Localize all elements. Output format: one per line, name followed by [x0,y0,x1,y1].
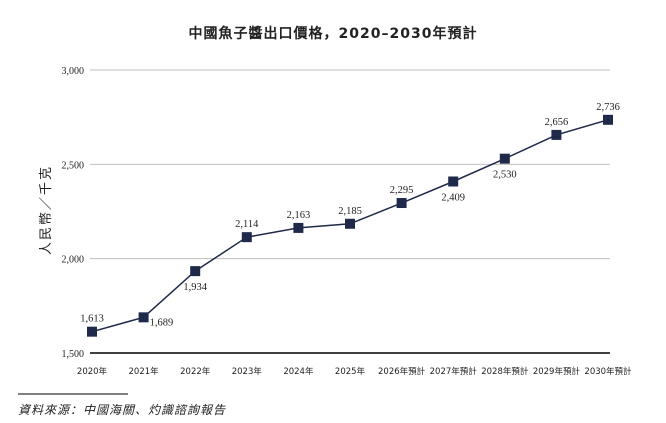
data-label: 2,295 [390,185,414,196]
gridlines [90,69,610,260]
x-tick-label: 2026年預計 [378,366,426,377]
y-axis-label: 人民幣／千克 [39,165,54,255]
data-point [551,129,562,140]
y-tick-label: 2,000 [62,255,85,266]
data-point [345,218,355,229]
x-tick-label: 2020年 [77,366,108,377]
data-point [499,153,510,164]
data-point [603,114,613,125]
x-tick-label: 2027年預計 [430,366,478,377]
data-point [241,232,252,243]
data-point [396,198,407,209]
data-point [87,326,97,337]
y-tick-label: 2,500 [62,160,85,171]
x-tick-label: 2029年預計 [533,366,581,377]
data-labels: 1,613 1,689 1,934 2,114 2,163 2,185 2,295 2,409… [80,102,620,329]
data-point [448,176,459,187]
data-label: 2,530 [493,170,517,181]
data-label: 1,934 [183,282,207,293]
x-tick-label: 2030年預計 [584,366,632,377]
data-point [138,312,149,323]
chart-title: 中國魚子醬出口價格，2020–2030年預計 [189,25,478,42]
data-point [293,222,304,233]
y-tick-label: 3,000 [62,66,85,77]
data-label: 2,114 [235,219,259,230]
source-note: 資料來源：中國海關、灼識諮詢報告 [18,403,226,417]
data-label: 2,656 [545,117,569,128]
x-tick-label: 2022年 [180,366,211,377]
x-tick-label: 2028年預計 [481,366,529,377]
series-layer [87,114,613,337]
x-tick-label: 2023年 [232,366,263,377]
x-tick-label: 2025年 [335,366,366,377]
x-tick-label: 2024年 [283,366,314,377]
axes: 1,500 2,000 2,500 3,000 2020年 2021年 2022年 2023年… [62,66,633,377]
data-point [190,266,201,277]
data-label: 1,613 [80,314,104,325]
y-tick-label: 1,500 [62,349,85,360]
data-label: 2,185 [338,206,362,217]
data-label: 2,409 [441,193,465,204]
data-label: 2,163 [287,210,311,221]
data-label: 1,689 [150,317,174,328]
data-label: 2,736 [596,102,620,113]
x-tick-label: 2021年 [129,366,160,377]
